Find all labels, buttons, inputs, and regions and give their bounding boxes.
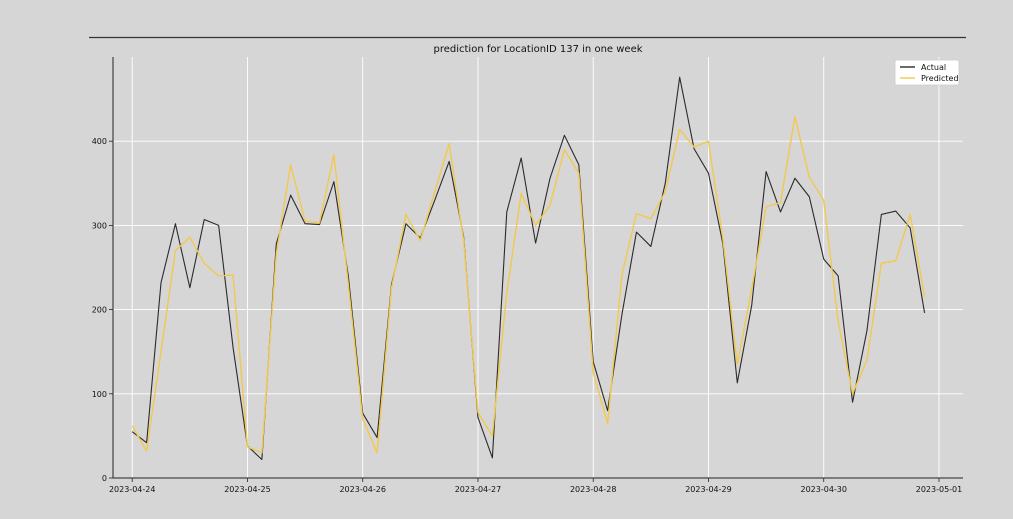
axes [112, 57, 963, 479]
x-tick-label: 2023-04-28 [570, 485, 617, 494]
x-tick-label: 2023-04-27 [455, 485, 502, 494]
series-line-predicted [131, 116, 926, 454]
legend-box [894, 59, 960, 86]
y-tick-label: 300 [92, 221, 107, 230]
legend-label: Predicted [921, 74, 959, 83]
y-tick-label: 100 [92, 390, 107, 399]
x-tick-label: 2023-04-30 [800, 485, 847, 494]
series-lines [131, 76, 926, 461]
x-tick-label: 2023-04-24 [109, 485, 156, 494]
grid-lines [113, 57, 963, 479]
y-tick-label: 200 [92, 306, 107, 315]
legend: Actual Predicted [894, 59, 960, 86]
y-tick-label: 400 [92, 137, 107, 146]
y-tick-label: 0 [102, 474, 107, 483]
series-line-actual [131, 76, 926, 461]
x-tick-label: 2023-04-29 [685, 485, 732, 494]
tick-labels: 2023-04-24 2023-04-25 2023-04-26 2023-04-27… [92, 137, 963, 494]
x-tick-label: 2023-05-01 [916, 485, 963, 494]
chart-title: prediction for LocationID 137 in one wee… [433, 44, 642, 55]
legend-label: Actual [921, 63, 946, 72]
x-tick-label: 2023-04-25 [224, 485, 271, 494]
x-tick-label: 2023-04-26 [339, 485, 386, 494]
